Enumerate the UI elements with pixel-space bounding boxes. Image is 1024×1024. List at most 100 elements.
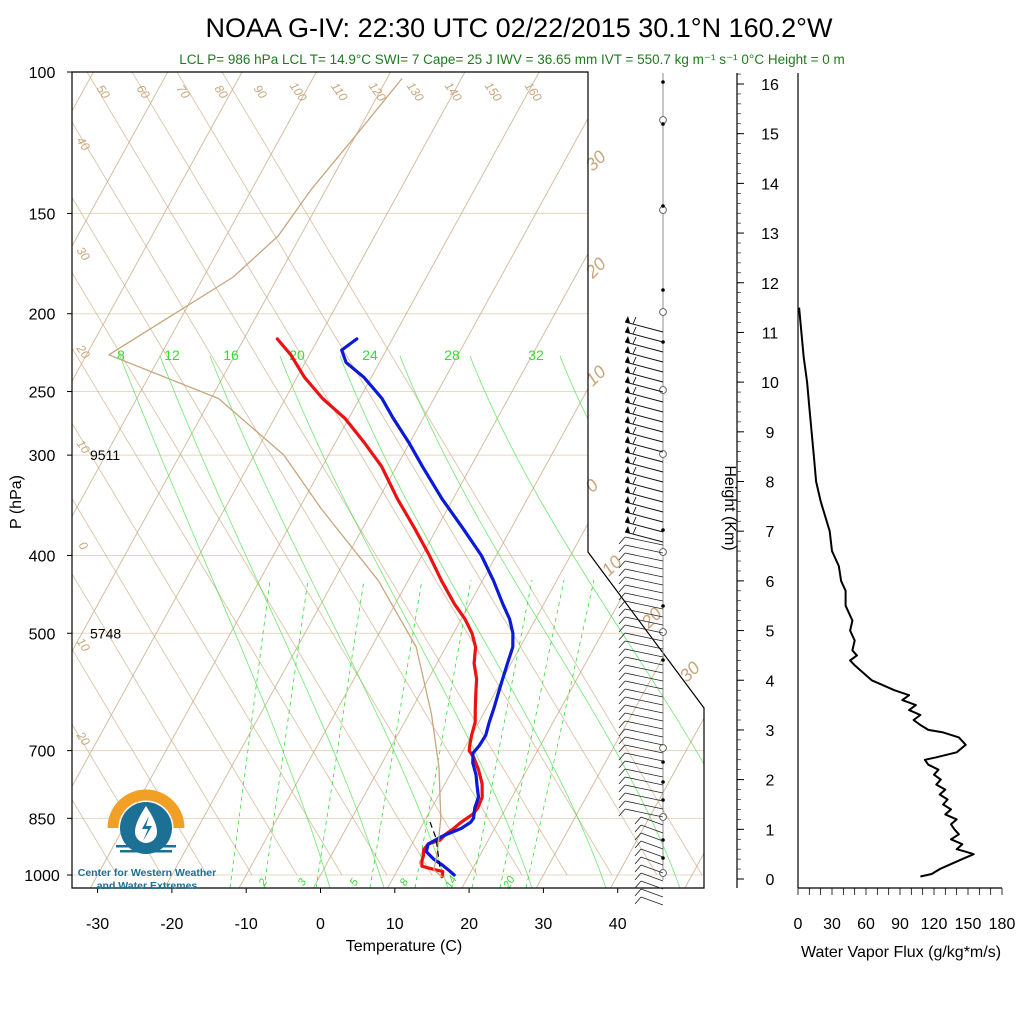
isotherm (607, 72, 704, 888)
barb-calm-dot (661, 604, 665, 608)
flux-tick-label: 150 (955, 916, 982, 933)
wind-barb (624, 696, 664, 706)
wind-barb-flag (625, 356, 630, 363)
mixing-ratio-line (263, 579, 309, 888)
mixing-ratio-top-label: 32 (528, 347, 544, 363)
wind-barb (624, 584, 664, 594)
mixing-ratio-line (414, 579, 472, 888)
moist-adiabat-label: 30 (676, 658, 704, 686)
barb-calm-dot (661, 80, 665, 84)
wind-barb (624, 704, 664, 714)
dewpoint-line (340, 337, 515, 877)
mixing-ratio-bottom-label: 2 (256, 877, 270, 889)
wind-barb-flag (625, 336, 630, 343)
wind-barb (624, 712, 664, 722)
wind-barb (640, 856, 664, 866)
wind-barb (624, 600, 664, 610)
lcl-dashed-line (429, 821, 441, 869)
x-tick-label: 0 (316, 916, 325, 933)
dry-adiabat (72, 72, 298, 876)
wind-barb (618, 608, 626, 617)
isotherm (72, 72, 476, 888)
wind-barb (640, 832, 664, 842)
wind-barb (634, 888, 642, 897)
height-tick-label: 5 (766, 624, 775, 641)
wind-barb (632, 466, 637, 475)
dry-adiabat-label: 140 (442, 79, 465, 104)
wind-barb (618, 704, 626, 713)
height-tick-label: 9 (766, 425, 775, 442)
wind-barb (634, 848, 642, 857)
skewt-grid (0, 72, 704, 888)
wind-barb (640, 848, 664, 858)
barb-station-circle (659, 628, 667, 636)
wind-barb (624, 536, 664, 546)
wind-barb (618, 616, 626, 625)
wind-barb (632, 386, 637, 395)
wind-barb (632, 366, 637, 375)
skewt-guide-labels: 50 60 70 80 90 100 110 120 130 140 150 160302010010… (73, 79, 704, 891)
dry-adiabat (72, 72, 163, 876)
wind-barb (618, 600, 626, 609)
dry-adiabat-label: 60 (134, 82, 153, 101)
mixing-ratio-line (315, 579, 365, 888)
wind-barb (624, 552, 664, 562)
wind-barb (624, 728, 664, 738)
wind-barb (624, 640, 664, 650)
dry-adiabat (0, 72, 27, 875)
wind-barb (632, 346, 637, 355)
wind-barb (624, 411, 664, 423)
y-tick-label: 150 (29, 206, 56, 223)
wind-barb-flag (625, 366, 630, 373)
wind-barb-flag (625, 526, 630, 533)
wind-barb (618, 584, 626, 593)
x-axis-label: Temperature (C) (346, 938, 462, 955)
dry-adiabat-label: 80 (212, 82, 231, 101)
wind-barb-flag (625, 466, 630, 473)
wind-barb-flag (625, 326, 630, 333)
wind-barb-flag (625, 386, 630, 393)
wind-barb (624, 744, 664, 754)
wind-barb (624, 421, 664, 433)
dry-adiabat (72, 72, 433, 876)
barb-calm-dot (661, 798, 665, 802)
wind-barb (640, 864, 664, 874)
wind-barb (624, 381, 664, 393)
wind-barb (624, 688, 664, 698)
wind-barb (640, 880, 664, 890)
height-tick-label: 4 (766, 673, 775, 690)
wind-barb (618, 552, 626, 561)
wind-barb (634, 824, 642, 833)
wind-barb (618, 776, 626, 785)
wind-barb (640, 872, 664, 882)
moist-adiabat (339, 355, 607, 888)
wind-barb-flag (625, 376, 630, 383)
height-tick-label: 3 (766, 723, 775, 740)
wind-barbs (618, 73, 667, 906)
plot-border (71, 71, 705, 889)
dry-adiabat-label: 50 (94, 82, 113, 101)
wind-barb (624, 371, 664, 383)
x-tick-label: 30 (535, 916, 553, 933)
wind-barb (640, 840, 664, 850)
wind-barb (624, 608, 664, 618)
y-axis-label: P (hPa) (8, 475, 25, 529)
dry-adiabat-label: 70 (174, 82, 193, 101)
y-tick-label: 400 (29, 548, 56, 565)
parcel-line (108, 78, 443, 878)
wind-barb (640, 816, 664, 826)
wind-barb (624, 736, 664, 746)
y-tick-label: 300 (29, 448, 56, 465)
mixing-ratio-bottom-label: 20 (501, 873, 518, 891)
flux-tick-label: 0 (794, 916, 803, 933)
height-tick-label: 1 (766, 822, 775, 839)
moist-adiabat-label: 10 (598, 552, 626, 580)
wind-barb-flag (625, 506, 630, 513)
flux-x-axis-label: Water Vapor Flux (g/kg*m/s) (801, 944, 1001, 961)
dry-adiabat (221, 72, 703, 876)
dry-adiabat (72, 72, 253, 876)
wind-barb-flag (625, 316, 630, 323)
barb-station-circle (659, 386, 667, 394)
logo-emblem (107, 789, 185, 854)
